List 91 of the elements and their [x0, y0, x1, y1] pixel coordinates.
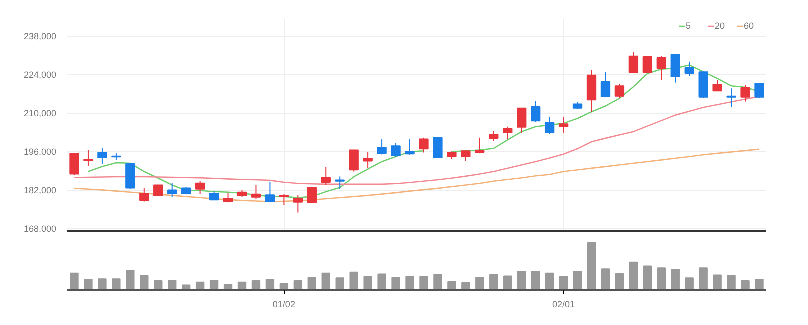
- y-tick-label: 168,000: [24, 224, 57, 234]
- bar: [671, 269, 680, 290]
- y-tick-label: 182,000: [24, 186, 57, 196]
- candlestick: [251, 184, 262, 200]
- candlestick: [168, 182, 178, 198]
- candlestick: [600, 72, 611, 98]
- bar: [392, 277, 400, 290]
- bar: [350, 272, 358, 290]
- bar: [98, 278, 107, 290]
- bar: [587, 242, 596, 290]
- bar: [336, 278, 344, 290]
- bar: [308, 277, 316, 290]
- candlestick: [558, 116, 569, 134]
- bar: [559, 276, 568, 290]
- bar: [504, 276, 512, 290]
- x-tick-label: 01/02: [272, 300, 296, 310]
- candlestick: [279, 194, 290, 206]
- bar: [462, 282, 470, 290]
- bar: [615, 273, 624, 290]
- candlestick: [656, 56, 666, 81]
- bar: [70, 272, 79, 290]
- candlestick: [195, 180, 206, 195]
- candlestick: [489, 130, 499, 142]
- candlestick: [140, 188, 150, 202]
- bar: [420, 276, 428, 290]
- candlestick: [712, 80, 722, 92]
- candlestick: [307, 187, 317, 204]
- candlestick: [405, 139, 415, 156]
- candlestick: [335, 176, 345, 190]
- bar: [490, 274, 498, 290]
- bar: [727, 275, 736, 290]
- candlestick: [377, 139, 387, 156]
- bar: [531, 270, 540, 290]
- bar: [741, 280, 750, 290]
- candlestick: [517, 108, 527, 134]
- candlestick: [70, 153, 80, 176]
- bar: [266, 279, 275, 290]
- candlestick: [154, 184, 164, 197]
- candlestick: [726, 88, 736, 108]
- candlestick: [628, 51, 639, 74]
- candlestick: [265, 181, 276, 204]
- candlestick: [293, 194, 304, 214]
- y-tick-label: 196,000: [24, 147, 57, 158]
- candlestick: [321, 166, 331, 186]
- candlestick: [503, 126, 513, 140]
- candlestick: [544, 116, 555, 135]
- y-tick-label: 224,000: [24, 70, 57, 80]
- candlestick: [98, 148, 108, 165]
- bar: [448, 281, 456, 290]
- bar: [84, 279, 93, 290]
- bar: [112, 278, 121, 290]
- candlestick: [642, 56, 653, 74]
- bar: [657, 268, 666, 290]
- candlestick: [530, 100, 541, 123]
- bar: [699, 268, 708, 290]
- legend-label: 60: [744, 21, 756, 31]
- bar: [476, 277, 484, 290]
- bar: [545, 272, 554, 290]
- candlestick: [391, 142, 401, 158]
- bar: [629, 262, 638, 290]
- candlestick: [475, 137, 485, 154]
- bar: [434, 274, 442, 290]
- candlestick: [363, 152, 373, 169]
- candlestick: [433, 137, 443, 158]
- bar: [601, 268, 610, 290]
- candlestick: [349, 150, 359, 172]
- candlestick: [84, 150, 94, 166]
- candlestick: [740, 84, 750, 102]
- candlestick: [419, 137, 429, 154]
- bar: [643, 266, 652, 290]
- candlestick: [614, 83, 625, 100]
- x-tick-label: 02/01: [552, 300, 576, 310]
- legend-label: 5: [686, 21, 692, 31]
- bar: [755, 279, 764, 290]
- bar: [713, 274, 722, 290]
- legend-label: 20: [715, 21, 726, 31]
- bar: [685, 278, 694, 290]
- bar: [573, 270, 582, 290]
- bar: [140, 275, 149, 290]
- bar: [322, 272, 330, 290]
- candlestick: [670, 54, 680, 84]
- candlestick: [684, 61, 694, 77]
- bar: [518, 270, 526, 290]
- line-series: [74, 148, 760, 202]
- bar: [378, 274, 386, 290]
- bar: [406, 276, 414, 290]
- y-tick-label: 238,000: [24, 32, 57, 42]
- y-tick-label: 210,000: [24, 108, 57, 119]
- bar: [364, 276, 372, 290]
- bar: [126, 270, 135, 290]
- candlestick: [754, 83, 764, 100]
